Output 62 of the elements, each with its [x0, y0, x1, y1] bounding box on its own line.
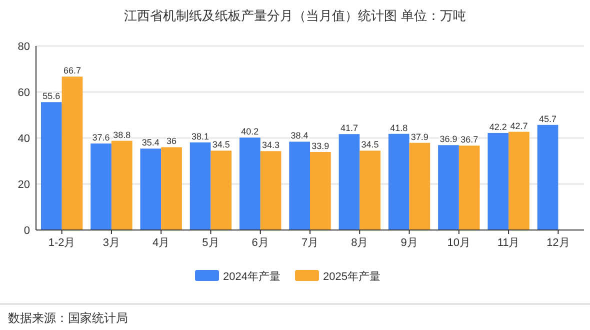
bar [289, 142, 310, 230]
bar [210, 150, 232, 230]
bar [438, 145, 459, 230]
y-tick-label: 0 [24, 225, 30, 237]
data-label: 38.8 [113, 130, 131, 140]
data-label: 41.7 [340, 123, 358, 134]
data-label: 42.2 [489, 122, 507, 132]
data-label: 35.4 [142, 138, 160, 148]
bar [388, 134, 410, 230]
x-tick-label: 9月 [400, 237, 418, 249]
data-label: 34.5 [361, 140, 379, 150]
data-label: 33.9 [312, 141, 330, 152]
data-label: 36 [166, 136, 177, 146]
bar [260, 151, 282, 230]
bar [111, 140, 132, 230]
data-label: 40.2 [241, 126, 259, 137]
bar [240, 138, 260, 230]
data-label: 36.7 [460, 134, 478, 145]
data-label: 38.1 [192, 131, 210, 142]
bar [488, 132, 509, 230]
bar [409, 142, 430, 230]
data-label: 38.4 [290, 130, 308, 141]
bar [90, 144, 112, 230]
y-tick-label: 20 [18, 179, 30, 191]
bar [338, 134, 360, 230]
bar [310, 152, 331, 230]
x-tick-label: 8月 [351, 237, 368, 249]
bar [360, 150, 380, 230]
x-tick-label: 6月 [252, 237, 269, 249]
y-tick-label: 40 [18, 133, 30, 145]
bar [190, 142, 211, 230]
bar [458, 146, 480, 230]
data-label: 37.9 [410, 132, 428, 142]
data-label: 45.7 [539, 114, 557, 124]
data-label: 66.7 [63, 66, 81, 76]
bar [62, 76, 83, 230]
x-tick-label: 11月 [497, 237, 520, 249]
data-label: 42.7 [510, 120, 528, 131]
bar [40, 102, 62, 230]
x-tick-label: 3月 [102, 237, 120, 249]
x-tick-label: 10月 [447, 237, 471, 249]
bar [508, 132, 530, 230]
legend-label: 2025年产量 [323, 270, 380, 283]
data-label: 34.3 [262, 140, 280, 150]
source-note: 数据来源：国家统计局 [8, 311, 128, 325]
data-label: 55.6 [42, 91, 60, 102]
y-tick-label: 60 [18, 87, 30, 99]
data-label: 41.8 [390, 122, 408, 133]
bar [161, 147, 182, 230]
x-tick-label: 5月 [202, 237, 220, 249]
x-tick-label: 1-2月 [48, 237, 76, 249]
data-label: 34.5 [212, 140, 230, 150]
chart-title: 江西省机制纸及纸板产量分月（当月值）统计图 单位：万吨 [124, 8, 466, 23]
data-label: 36.9 [440, 134, 458, 144]
y-tick-label: 80 [18, 41, 30, 53]
x-tick-label: 12月 [546, 237, 570, 249]
x-tick-label: 4月 [152, 237, 170, 249]
bar [537, 124, 558, 230]
x-tick-label: 7月 [301, 237, 319, 249]
legend-label: 2024年产量 [223, 270, 280, 283]
data-label: 37.6 [92, 132, 110, 143]
bar [140, 148, 162, 230]
